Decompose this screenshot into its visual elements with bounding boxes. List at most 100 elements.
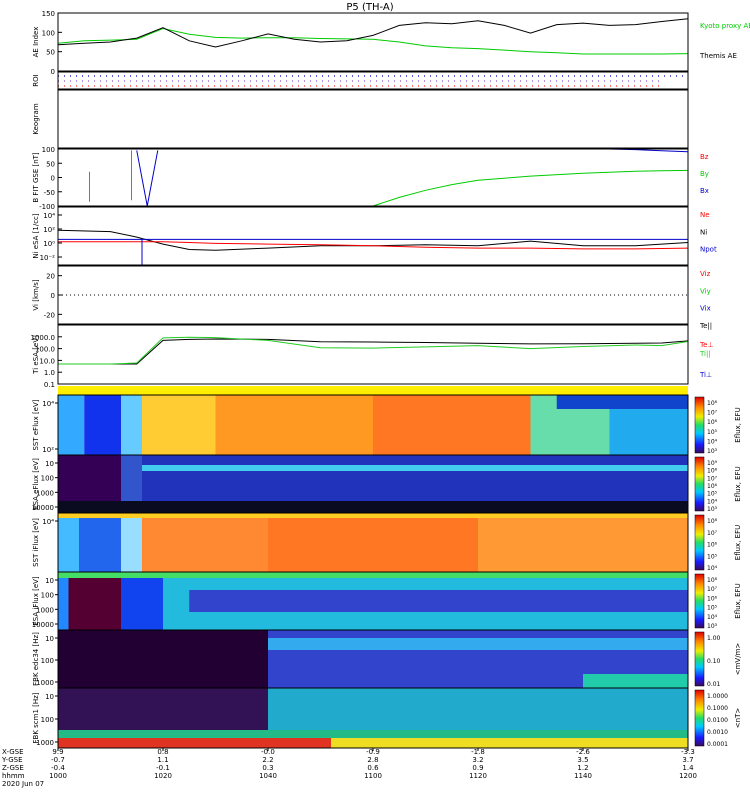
xaxis-tick-2-val-0: -0.0 (261, 748, 275, 756)
ti-frame (57, 324, 689, 385)
ae-tick-label-2: 100 (42, 29, 55, 37)
roi-ylabel: ROI (32, 74, 40, 86)
xaxis-tick-6-val-0: -3.3 (681, 748, 695, 756)
sst1-colorbar-tick-2: 10⁶ (707, 419, 718, 426)
fbk2-tick-label-1: 100 (41, 716, 54, 724)
vi-ylabel: Vi [km/s] (32, 279, 40, 310)
ni-frame (57, 206, 689, 266)
fbk1-colorbar-label: <mV/m> (734, 643, 742, 676)
fbk1-tick-label-2: 1000 (36, 679, 54, 687)
esa2-colorbar-tick-1: 10⁷ (707, 586, 718, 593)
esa2-colorbar (694, 573, 705, 629)
fbk2-tick-label-0: 10 (45, 693, 54, 701)
bfit-tick-label-1: -50 (44, 189, 55, 197)
fbk2-low-red (58, 738, 331, 748)
esa2-colorbar-tick-0: 10⁸ (707, 577, 718, 584)
sst2-colorbar-tick-3: 10⁵ (707, 553, 718, 560)
fbk2-colorbar-tick-1: 0.1000 (707, 705, 728, 712)
sst2-colorbar (694, 514, 705, 571)
bfit-legend-0: Bz (700, 153, 709, 161)
vi-legend-1: Viy (700, 287, 711, 295)
ni-tick-label-2: 10⁰ (43, 240, 55, 248)
xaxis-tick-3-val-3: 1100 (364, 772, 382, 780)
ti-series-0 (58, 338, 689, 365)
fbk1-panel: FBK edc34 [Hz] 10 100 1000 1.00 0.10 0.01 <mV/m… (32, 629, 742, 689)
xaxis-tick-6-val-1: 3.7 (682, 756, 693, 764)
sst1-colorbar (694, 396, 705, 454)
fbk2-low-yellow (331, 738, 688, 748)
fbk2-colorbar-tick-2: 0.0100 (707, 717, 728, 724)
sst2-band-2 (121, 513, 142, 572)
keogram-frame (57, 89, 689, 149)
xaxis-tick-3-val-2: 0.6 (367, 764, 379, 772)
vi-legend-2: Vix (700, 305, 711, 313)
xaxis-tick-1-val-3: 1020 (154, 772, 172, 780)
xaxis-tick-1-val-2: -0.1 (156, 764, 170, 772)
esa1-tick-label-3: 10000 (32, 504, 54, 512)
sst2-colorbar-tick-1: 10⁷ (707, 530, 718, 537)
bfit-tick-label-2: 0 (51, 175, 55, 183)
xaxis-tick-0-val-1: -0.7 (51, 756, 65, 764)
esa2-tick-label-1: 100 (41, 592, 54, 600)
bfit-series-by (372, 169, 689, 207)
xaxis-tick-6-val-3: 1200 (679, 772, 697, 780)
sst1-tick-label-0: 10⁴ (42, 400, 54, 408)
sst1-ylabel: SST eFlux [eV] (32, 399, 40, 450)
esa2-tick-label-3: 10000 (32, 621, 54, 629)
sst2-colorbar-tick-0: 10⁸ (707, 518, 718, 525)
ti-legend-1: Te⊥ (699, 341, 714, 349)
bfit-tick-label-4: 100 (42, 146, 55, 154)
roi-frame (57, 71, 689, 90)
ti-series-1 (58, 336, 689, 365)
xaxis-row-label-0: X-GSE (2, 748, 24, 756)
sst2-band-0 (58, 513, 79, 572)
vi-tick-label-1: 0 (51, 292, 55, 300)
esa1-colorbar-tick-4: 10⁵ (707, 491, 718, 498)
ae-legend-1: Themis AE (699, 52, 737, 60)
esa2-panel: ESA iFlux [eV] 10 100 1000 10000 10⁸ 10⁷ 10⁶ 10⁵… (32, 571, 742, 631)
ti-tick-label-3: 100.0 (35, 346, 55, 354)
esa2-tick-label-2: 1000 (36, 606, 54, 614)
ni-tick-label-0: 10⁴ (43, 212, 55, 220)
esa2-band-2 (121, 572, 163, 630)
ni-tick-label-1: 10² (43, 226, 55, 234)
sst2-colorbar-label: Eflux, EFU (734, 525, 742, 560)
xaxis-row-label-1: Y-GSE (1, 756, 23, 764)
esa1-colorbar-tick-6: 10³ (707, 506, 718, 513)
ae-frame (57, 12, 689, 72)
fbk1-colorbar-tick-2: 0.01 (707, 681, 721, 688)
fbk1-ylabel: FBK edc34 [Hz] (32, 632, 40, 686)
fbk1-colorbar-tick-0: 1.00 (707, 635, 721, 642)
sst1-colorbar-label: Eflux, EFU (734, 407, 742, 442)
fbk2-colorbar-tick-4: 0.0001 (707, 741, 728, 748)
esa1-band-1 (121, 455, 142, 513)
xaxis-tick-4-val-0: -1.8 (471, 748, 485, 756)
esa1-colorbar-tick-2: 10⁷ (707, 475, 718, 482)
vi-legend-0: Viz (700, 270, 711, 278)
esa2-tick-label-0: 10 (45, 577, 54, 585)
sst1-colorbar-tick-1: 10⁷ (707, 410, 718, 417)
ti-legend-3: Ti⊥ (699, 371, 712, 379)
esa1-band-line (142, 465, 688, 471)
ti-legend-0: Te|| (699, 322, 712, 330)
sst1-band-4 (215, 395, 373, 455)
sst1-tick-label-1: 10² (42, 446, 54, 454)
xaxis-tick-0-val-0: 9.9 (52, 748, 63, 756)
bfit-tick-label-0: -100 (39, 203, 55, 211)
ti-tick-label-2: 10.0 (39, 357, 55, 365)
ae-tick-label-0: 0 (51, 68, 55, 76)
ae-series-1 (57, 18, 689, 48)
fbk1-colorbar (694, 631, 705, 687)
vi-tick-label-0: -20 (44, 311, 55, 319)
sst2-ylabel: SST iFlux [eV] (32, 518, 40, 567)
ae-ylabel: AE Index (32, 27, 40, 58)
fbk2-colorbar-tick-0: 1.0000 (707, 693, 728, 700)
sst2-band-4 (268, 513, 478, 572)
fbk1-tick-label-1: 100 (41, 657, 54, 665)
vi-frame (57, 265, 689, 325)
fbk2-mid (58, 730, 688, 738)
vi-tick-label-2: 20 (46, 273, 55, 281)
esa1-colorbar (694, 456, 705, 512)
ti-legend-2: Ti|| (699, 350, 711, 358)
